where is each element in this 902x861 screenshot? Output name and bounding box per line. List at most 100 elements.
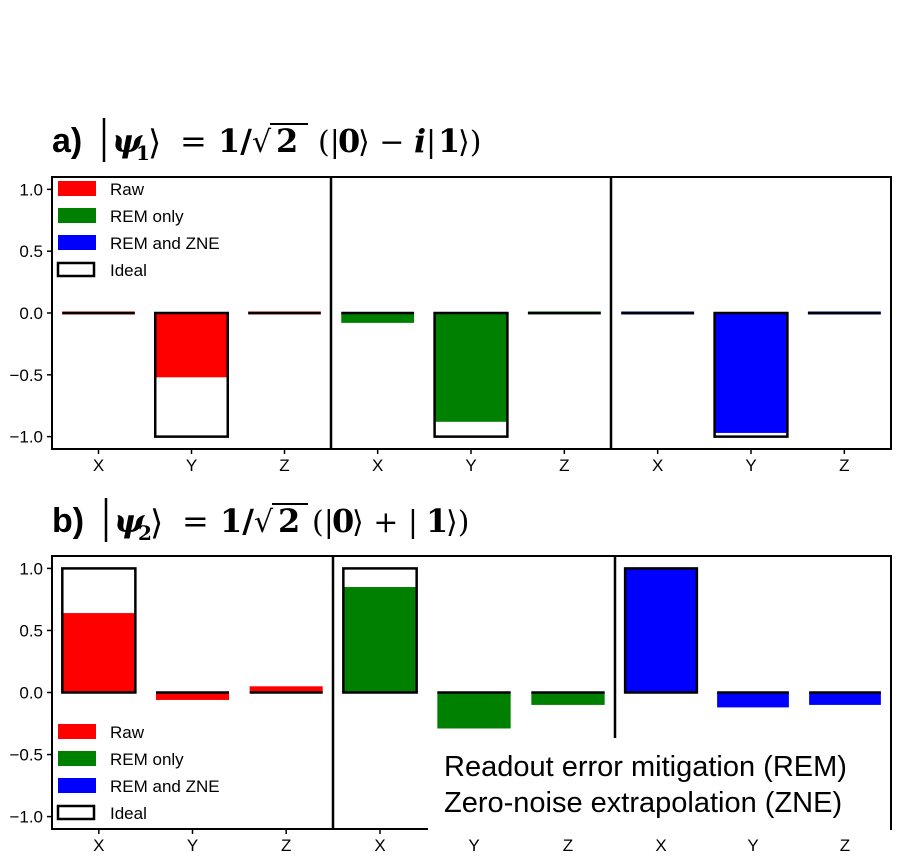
svg-text:⟩ + |: ⟩ + | <box>352 505 418 540</box>
legend-label: Ideal <box>110 261 147 280</box>
ideal-bar-X <box>61 567 137 694</box>
bar-rem_only-X <box>343 587 417 693</box>
svg-text:1/: 1/ <box>220 502 254 540</box>
y-tick-label: −0.5 <box>9 746 43 765</box>
panel-a-label: a) <box>52 122 82 160</box>
x-tick-label: X <box>652 456 663 475</box>
svg-text:|: | <box>426 125 436 160</box>
x-tick-label: X <box>372 456 383 475</box>
ideal-bar-Y <box>713 311 789 438</box>
x-tick-label: X <box>93 836 104 855</box>
x-tick-label: Z <box>281 836 291 855</box>
bar-rem_only-X <box>341 313 415 323</box>
svg-text:ψ: ψ <box>112 122 143 160</box>
svg-text:2: 2 <box>278 502 300 540</box>
bar-rem_zne-Y <box>717 692 789 708</box>
y-tick-label: 0.0 <box>19 684 43 703</box>
annotation-line-2: Zero-noise extrapolation (ZNE) <box>444 787 842 819</box>
svg-text:√: √ <box>254 505 274 540</box>
legend-swatch-rem_zne <box>58 778 96 793</box>
svg-text:(|: (| <box>312 505 334 540</box>
legend-swatch-rem_only <box>58 208 96 223</box>
panel-b-formula: ψ 2 ⟩ = 1/ √ 2 (| 0 ⟩ + | 1 ⟩) <box>104 498 469 545</box>
plot-frame <box>51 176 892 450</box>
svg-text:1: 1 <box>438 122 460 160</box>
ideal-bar-X <box>342 567 418 694</box>
legend-swatch-ideal <box>56 804 96 821</box>
y-tick-label: −1.0 <box>9 808 43 827</box>
legend-swatch-rem_zne <box>58 235 96 250</box>
y-tick-label: 1.0 <box>19 559 43 578</box>
legend-label: REM and ZNE <box>110 777 220 796</box>
bar-rem_only-Z <box>531 692 605 705</box>
svg-text:i: i <box>414 122 426 160</box>
bar-rem_zne-Y <box>714 313 788 433</box>
x-tick-label: Z <box>279 456 289 475</box>
annotation-line-1: Readout error mitigation (REM) <box>444 751 847 783</box>
svg-text:√: √ <box>252 125 272 160</box>
bar-rem_zne-Z <box>809 692 881 705</box>
bar-rem_zne-X <box>625 568 697 693</box>
x-tick-label: X <box>374 836 385 855</box>
svg-text:⟩: ⟩ <box>148 123 161 163</box>
ideal-bar-X <box>623 567 699 694</box>
chart-panel-b: 1.0 0.5 0.0 −0.5 −1.0 X Y Z X Y Z X Y Z Raw REM only REM… <box>9 555 892 855</box>
y-tick-label: −0.5 <box>9 366 43 385</box>
ideal-bar-Y <box>153 311 230 438</box>
x-tick-label: X <box>93 456 104 475</box>
panel-a-title: a) ψ 1 ⟩ = 1/ √ 2 (| 0 ⟩ − i | 1 ⟩) <box>52 118 481 165</box>
svg-text:1: 1 <box>426 502 448 540</box>
x-tick-label: Z <box>559 456 569 475</box>
legend-swatch-ideal <box>56 261 96 278</box>
x-tick-label: Z <box>563 836 573 855</box>
x-tick-label: Y <box>468 836 479 855</box>
svg-text:⟩): ⟩) <box>458 125 481 160</box>
legend-label: Ideal <box>110 804 147 823</box>
bar-rem_only-Y <box>437 692 511 729</box>
x-tick-label: Y <box>186 456 197 475</box>
svg-text:ψ: ψ <box>114 502 145 540</box>
legend-swatch-rem_only <box>58 751 96 766</box>
bar-raw-X <box>62 613 136 693</box>
panel-b-title: b) ψ 2 ⟩ = 1/ √ 2 (| 0 ⟩ + | 1 ⟩) <box>52 498 469 545</box>
y-tick-label: 1.0 <box>19 180 43 199</box>
legend-swatch-raw <box>58 181 96 196</box>
svg-text:⟩: ⟩ <box>150 503 163 543</box>
x-tick-label: Y <box>747 836 758 855</box>
legend-label: Raw <box>110 180 145 199</box>
legend-label: Raw <box>110 723 145 742</box>
svg-text:1: 1 <box>136 141 150 165</box>
x-tick-label: Z <box>839 456 849 475</box>
svg-text:2: 2 <box>138 521 152 545</box>
svg-text:⟩): ⟩) <box>446 505 469 540</box>
svg-text:2: 2 <box>276 122 298 160</box>
legend-label: REM and ZNE <box>110 234 220 253</box>
bar-rem_only-Y <box>434 313 508 422</box>
x-tick-label: Y <box>465 456 476 475</box>
panel-a-formula: ψ 1 ⟩ = 1/ √ 2 (| 0 ⟩ − i | 1 ⟩) <box>102 118 481 165</box>
y-tick-label: 0.0 <box>19 304 43 323</box>
legend-swatch-raw <box>58 724 96 739</box>
y-tick-label: −1.0 <box>9 428 43 447</box>
legend-label: REM only <box>110 207 184 226</box>
x-tick-label: Y <box>745 456 756 475</box>
svg-text:(|: (| <box>318 125 340 160</box>
bar-raw-Y <box>155 692 230 700</box>
legend: Raw REM only REM and ZNE Ideal <box>56 180 220 280</box>
ideal-bar-Y <box>433 311 509 438</box>
svg-text:=: = <box>182 502 209 540</box>
bar-raw-Y <box>155 313 228 378</box>
svg-text:0: 0 <box>338 122 360 160</box>
svg-text:⟩ −: ⟩ − <box>358 125 404 160</box>
panel-b-label: b) <box>52 502 84 540</box>
svg-text:=: = <box>180 122 207 160</box>
y-tick-label: 0.5 <box>19 242 43 261</box>
chart-panel-a: 1.0 0.5 0.0 −0.5 −1.0 X Y Z X Y Z X Y Z Raw REM only REM… <box>9 176 892 475</box>
y-tick-label: 0.5 <box>19 621 43 640</box>
legend-label: REM only <box>110 750 184 769</box>
x-tick-label: X <box>655 836 666 855</box>
legend: Raw REM only REM and ZNE Ideal <box>56 723 220 823</box>
bar-raw-Z <box>249 686 323 693</box>
svg-text:0: 0 <box>332 502 354 540</box>
